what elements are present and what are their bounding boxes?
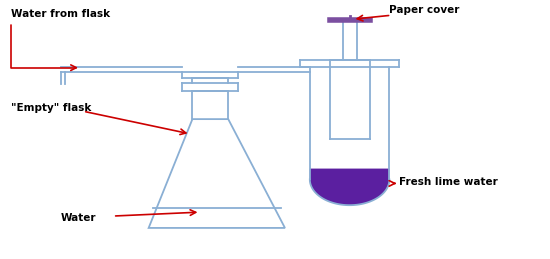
Text: "Empty" flask: "Empty" flask: [12, 103, 92, 113]
Text: Water from flask: Water from flask: [12, 9, 111, 19]
Polygon shape: [310, 169, 389, 205]
Text: Paper cover: Paper cover: [389, 5, 460, 15]
Text: Fresh lime water: Fresh lime water: [399, 177, 498, 188]
Text: Water: Water: [61, 213, 97, 223]
